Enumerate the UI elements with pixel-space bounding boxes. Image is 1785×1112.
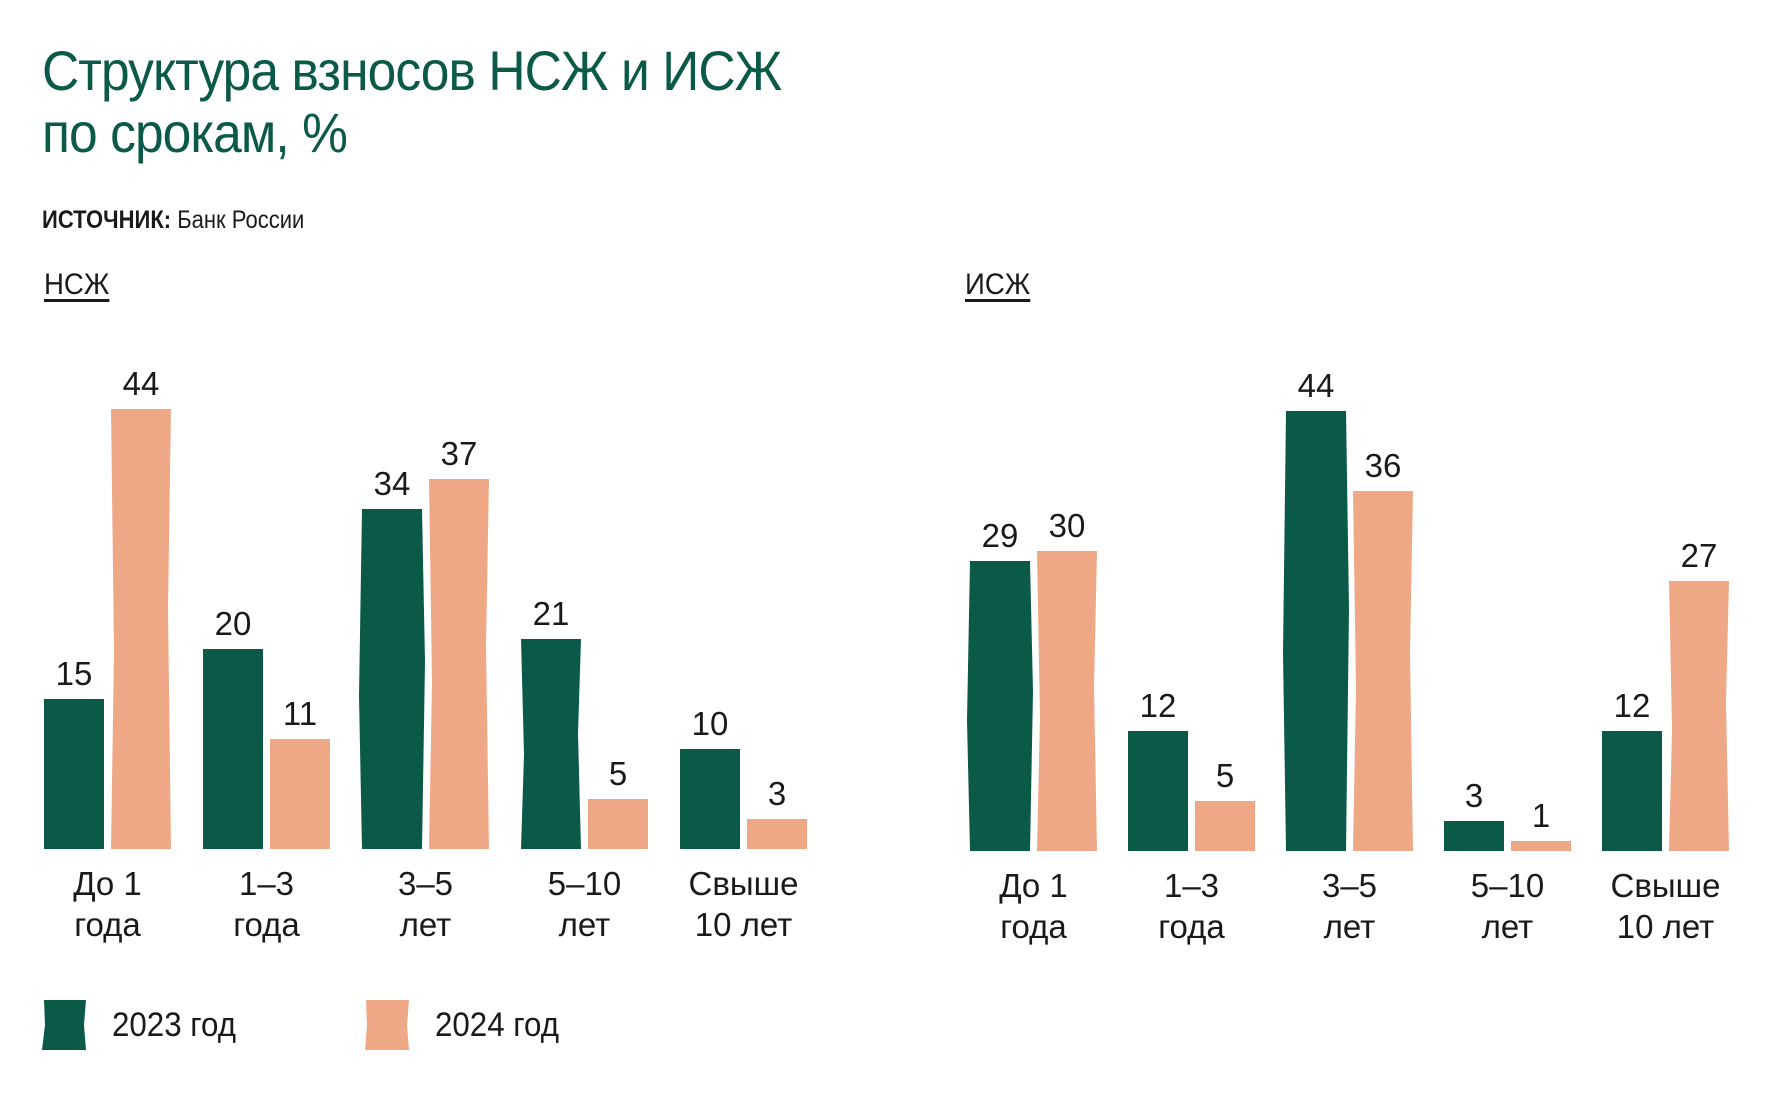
bar-2024-0 (1037, 551, 1097, 851)
category-label-4-line-1: 10 лет (695, 906, 793, 943)
bar-2024-3 (1511, 841, 1571, 851)
category-label-3-line-1: лет (1482, 908, 1534, 945)
bar-2023-3 (1444, 821, 1504, 851)
source-value: Банк России (177, 206, 305, 234)
data-label-2023-4: 12 (1614, 687, 1651, 724)
category-label-3-line-1: лет (559, 906, 611, 943)
data-label-2024-1: 11 (283, 695, 317, 732)
chart-iszh: 29 30 До 1 года 12 5 1–3 года 44 36 3–5 лет 3 1 5–10 ле… (967, 367, 1729, 945)
category-label-4-line-0: Свыше (689, 865, 799, 902)
legend-label-2024: 2024 год (435, 1005, 559, 1044)
data-label-2023-1: 20 (215, 605, 252, 642)
bar-2023-1 (1128, 731, 1188, 851)
data-label-2023-3: 3 (1465, 777, 1483, 814)
bar-2024-4 (1669, 581, 1729, 851)
legend-label-2023: 2023 год (112, 1005, 236, 1044)
data-label-2024-2: 37 (441, 435, 478, 472)
category-label-1-line-1: года (233, 906, 300, 943)
data-label-2023-2: 44 (1298, 367, 1335, 404)
legend-swatch-2024 (365, 1000, 409, 1050)
data-label-2023-0: 15 (56, 655, 93, 692)
data-label-2024-0: 30 (1049, 507, 1086, 544)
bar-2024-3 (588, 799, 648, 849)
category-label-0-line-1: года (74, 906, 141, 943)
category-label-2-line-0: 3–5 (398, 865, 453, 902)
data-label-2024-4: 3 (768, 775, 786, 812)
bar-2024-1 (1195, 801, 1255, 851)
category-label-4-line-0: Свыше (1611, 867, 1721, 904)
bar-2023-4 (680, 749, 740, 849)
data-label-2024-2: 36 (1365, 447, 1402, 484)
data-label-2024-0: 44 (123, 365, 160, 402)
category-label-1-line-0: 1–3 (1164, 867, 1219, 904)
data-label-2024-3: 5 (609, 755, 627, 792)
category-label-3-line-0: 5–10 (548, 865, 621, 902)
category-label-2-line-0: 3–5 (1322, 867, 1377, 904)
bar-2024-1 (270, 739, 330, 849)
bar-2023-0 (967, 561, 1033, 851)
category-label-0-line-1: года (1000, 908, 1067, 945)
data-label-2023-2: 34 (374, 465, 411, 502)
bar-2024-4 (747, 819, 807, 849)
chart-label-nszh: НСЖ (44, 268, 110, 301)
legend-swatch-2023 (42, 1000, 86, 1050)
legend-swatch-shape-2023 (42, 1000, 86, 1050)
bar-2023-1 (203, 649, 263, 849)
source-label: ИСТОЧНИК: (42, 206, 172, 234)
bar-2024-2 (429, 479, 489, 849)
bar-2024-0 (111, 409, 171, 849)
legend-swatch-shape-2024 (365, 1000, 409, 1050)
legend-item-2023: 2023 год (42, 1000, 247, 1050)
data-label-2023-1: 12 (1140, 687, 1177, 724)
category-label-2-line-1: лет (1324, 908, 1376, 945)
data-label-2023-4: 10 (692, 705, 729, 742)
data-label-2024-3: 1 (1532, 797, 1550, 834)
category-label-3-line-0: 5–10 (1471, 867, 1544, 904)
category-label-0-line-0: До 1 (73, 865, 142, 902)
source-note: ИСТОЧНИК: Банк России (42, 206, 304, 235)
chart-title: Структура взносов НСЖ и ИСЖ по срокам, % (42, 39, 782, 164)
bar-2024-2 (1353, 491, 1413, 851)
data-label-2024-4: 27 (1681, 537, 1718, 574)
data-label-2023-3: 21 (533, 595, 570, 632)
category-label-4-line-1: 10 лет (1617, 908, 1715, 945)
category-label-1-line-0: 1–3 (239, 865, 294, 902)
bar-2023-4 (1602, 731, 1662, 851)
data-label-2024-1: 5 (1216, 757, 1234, 794)
category-label-1-line-1: года (1158, 908, 1225, 945)
data-label-2023-0: 29 (982, 517, 1019, 554)
bar-2023-2 (359, 509, 425, 849)
bar-2023-3 (521, 639, 581, 849)
bar-2023-2 (1283, 411, 1349, 851)
title-line-2: по срокам, % (42, 101, 348, 164)
chart-nszh: 15 44 До 1 года 20 11 1–3 года 34 37 3–5 лет 21 5 5–10… (44, 365, 807, 943)
category-label-0-line-0: До 1 (999, 867, 1068, 904)
bar-2023-0 (44, 699, 104, 849)
legend-item-2024: 2024 год (365, 1000, 570, 1050)
chart-label-iszh: ИСЖ (965, 268, 1031, 301)
title-line-1: Структура взносов НСЖ и ИСЖ (42, 39, 782, 102)
category-label-2-line-1: лет (400, 906, 452, 943)
